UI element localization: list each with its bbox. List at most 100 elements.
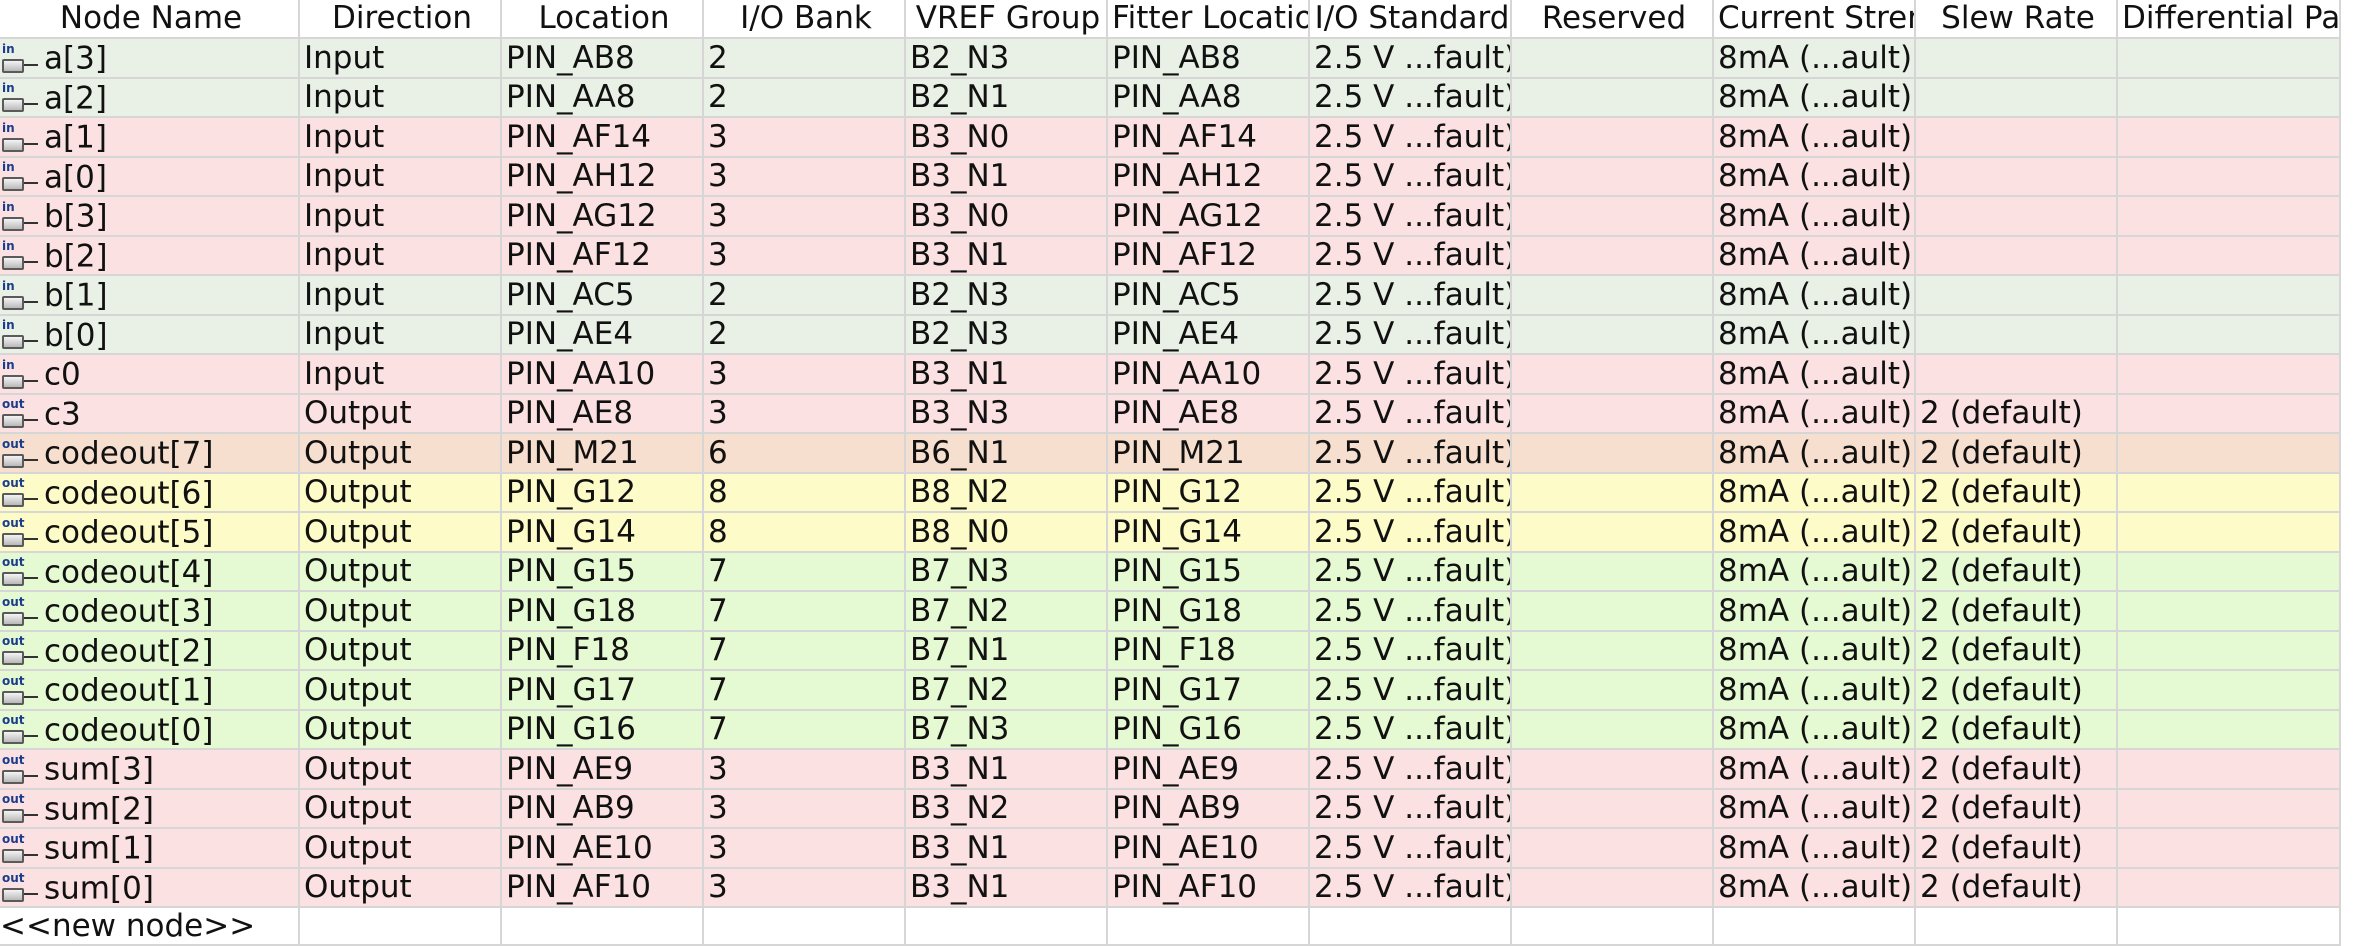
fitter-location-cell[interactable]: PIN_AA8 — [1107, 77, 1310, 118]
location-cell[interactable]: PIN_M21 — [501, 433, 704, 474]
differential-pair-cell[interactable] — [2117, 670, 2341, 711]
fitter-location-cell[interactable]: PIN_AH12 — [1107, 156, 1310, 197]
direction-cell[interactable]: Output — [299, 393, 502, 434]
slew-rate-cell[interactable]: 2 (default) — [1915, 749, 2118, 790]
io-bank-cell[interactable]: 3 — [703, 749, 906, 790]
node-name-cell[interactable]: in b[0] — [0, 314, 300, 355]
vref-group-cell[interactable]: B8_N2 — [905, 472, 1108, 513]
vref-group-cell[interactable]: B7_N1 — [905, 630, 1108, 671]
vref-group-cell[interactable]: B3_N1 — [905, 867, 1108, 908]
io-standard-cell[interactable]: 2.5 V ...fault) — [1309, 867, 1512, 908]
current-strength-cell[interactable]: 8mA (...ault) — [1713, 551, 1916, 592]
direction-cell[interactable]: Input — [299, 117, 502, 158]
differential-pair-cell[interactable] — [2117, 512, 2341, 553]
differential-pair-cell[interactable] — [2117, 828, 2341, 869]
slew-rate-cell[interactable]: 2 (default) — [1915, 828, 2118, 869]
vref-group-cell[interactable]: B3_N1 — [905, 235, 1108, 276]
direction-cell[interactable]: Output — [299, 788, 502, 829]
node-name-cell[interactable]: out codeout[5] — [0, 512, 300, 553]
slew-rate-cell[interactable]: 2 (default) — [1915, 788, 2118, 829]
io-bank-cell[interactable]: 2 — [703, 38, 906, 79]
differential-pair-cell[interactable] — [2117, 314, 2341, 355]
reserved-cell[interactable] — [1511, 551, 1714, 592]
reserved-cell[interactable] — [1511, 591, 1714, 632]
location-cell[interactable]: PIN_AH12 — [501, 156, 704, 197]
node-name-cell[interactable]: in a[3] — [0, 38, 300, 79]
location-cell[interactable]: PIN_G12 — [501, 472, 704, 513]
reserved-cell[interactable] — [1511, 630, 1714, 671]
current-strength-cell[interactable]: 8mA (...ault) — [1713, 393, 1916, 434]
table-row[interactable]: in a[1] Input PIN_AF14 3 B3_N0 PIN_AF14 2.5 V .… — [0, 117, 2341, 158]
empty-cell[interactable] — [2117, 907, 2341, 946]
fitter-location-cell[interactable]: PIN_AF12 — [1107, 235, 1310, 276]
current-strength-cell[interactable]: 8mA (...ault) — [1713, 354, 1916, 395]
vref-group-cell[interactable]: B3_N3 — [905, 393, 1108, 434]
table-row[interactable]: out codeout[6] Output PIN_G12 8 B8_N2 PIN_G12 2… — [0, 472, 2341, 513]
table-row[interactable]: out codeout[7] Output PIN_M21 6 B6_N1 PIN_M21 2… — [0, 433, 2341, 474]
empty-cell[interactable] — [703, 907, 906, 946]
fitter-location-cell[interactable]: PIN_AE8 — [1107, 393, 1310, 434]
differential-pair-cell[interactable] — [2117, 709, 2341, 750]
column-header-node-name[interactable]: Node Name — [0, 0, 300, 39]
vref-group-cell[interactable]: B3_N0 — [905, 117, 1108, 158]
fitter-location-cell[interactable]: PIN_AE9 — [1107, 749, 1310, 790]
table-row[interactable]: out sum[0] Output PIN_AF10 3 B3_N1 PIN_AF10 2.5… — [0, 867, 2341, 908]
vref-group-cell[interactable]: B3_N1 — [905, 749, 1108, 790]
node-name-cell[interactable]: in b[3] — [0, 196, 300, 237]
current-strength-cell[interactable]: 8mA (...ault) — [1713, 670, 1916, 711]
node-name-cell[interactable]: out codeout[1] — [0, 670, 300, 711]
direction-cell[interactable]: Input — [299, 314, 502, 355]
io-standard-cell[interactable]: 2.5 V ...fault) — [1309, 670, 1512, 711]
io-standard-cell[interactable]: 2.5 V ...fault) — [1309, 788, 1512, 829]
vref-group-cell[interactable]: B7_N2 — [905, 591, 1108, 632]
reserved-cell[interactable] — [1511, 77, 1714, 118]
fitter-location-cell[interactable]: PIN_AB9 — [1107, 788, 1310, 829]
io-standard-cell[interactable]: 2.5 V ...fault) — [1309, 235, 1512, 276]
reserved-cell[interactable] — [1511, 709, 1714, 750]
io-bank-cell[interactable]: 8 — [703, 512, 906, 553]
differential-pair-cell[interactable] — [2117, 433, 2341, 474]
slew-rate-cell[interactable] — [1915, 314, 2118, 355]
differential-pair-cell[interactable] — [2117, 591, 2341, 632]
direction-cell[interactable]: Input — [299, 77, 502, 118]
node-name-cell[interactable]: in b[2] — [0, 235, 300, 276]
differential-pair-cell[interactable] — [2117, 788, 2341, 829]
current-strength-cell[interactable]: 8mA (...ault) — [1713, 591, 1916, 632]
differential-pair-cell[interactable] — [2117, 749, 2341, 790]
direction-cell[interactable]: Input — [299, 354, 502, 395]
reserved-cell[interactable] — [1511, 156, 1714, 197]
vref-group-cell[interactable]: B3_N1 — [905, 354, 1108, 395]
column-header-io-bank[interactable]: I/O Bank — [703, 0, 906, 39]
vref-group-cell[interactable]: B7_N3 — [905, 709, 1108, 750]
fitter-location-cell[interactable]: PIN_G14 — [1107, 512, 1310, 553]
io-bank-cell[interactable]: 3 — [703, 354, 906, 395]
node-name-cell[interactable]: out sum[3] — [0, 749, 300, 790]
reserved-cell[interactable] — [1511, 235, 1714, 276]
reserved-cell[interactable] — [1511, 670, 1714, 711]
io-standard-cell[interactable]: 2.5 V ...fault) — [1309, 433, 1512, 474]
reserved-cell[interactable] — [1511, 512, 1714, 553]
slew-rate-cell[interactable]: 2 (default) — [1915, 630, 2118, 671]
current-strength-cell[interactable]: 8mA (...ault) — [1713, 77, 1916, 118]
location-cell[interactable]: PIN_G15 — [501, 551, 704, 592]
reserved-cell[interactable] — [1511, 867, 1714, 908]
reserved-cell[interactable] — [1511, 828, 1714, 869]
io-standard-cell[interactable]: 2.5 V ...fault) — [1309, 38, 1512, 79]
column-header-differential-pair[interactable]: Differential Pair — [2117, 0, 2341, 39]
io-standard-cell[interactable]: 2.5 V ...fault) — [1309, 551, 1512, 592]
slew-rate-cell[interactable]: 2 (default) — [1915, 433, 2118, 474]
io-bank-cell[interactable]: 3 — [703, 393, 906, 434]
node-name-cell[interactable]: out codeout[3] — [0, 591, 300, 632]
fitter-location-cell[interactable]: PIN_AE4 — [1107, 314, 1310, 355]
new-node-cell[interactable]: <<new node>> — [0, 907, 300, 946]
column-header-location[interactable]: Location — [501, 0, 704, 39]
table-row[interactable]: in a[3] Input PIN_AB8 2 B2_N3 PIN_AB8 2.5 V ...… — [0, 38, 2341, 79]
vref-group-cell[interactable]: B8_N0 — [905, 512, 1108, 553]
fitter-location-cell[interactable]: PIN_AB8 — [1107, 38, 1310, 79]
location-cell[interactable]: PIN_G16 — [501, 709, 704, 750]
column-header-fitter-location[interactable]: Fitter Location — [1107, 0, 1310, 39]
fitter-location-cell[interactable]: PIN_AF10 — [1107, 867, 1310, 908]
node-name-cell[interactable]: out codeout[2] — [0, 630, 300, 671]
empty-cell[interactable] — [1309, 907, 1512, 946]
direction-cell[interactable]: Input — [299, 235, 502, 276]
